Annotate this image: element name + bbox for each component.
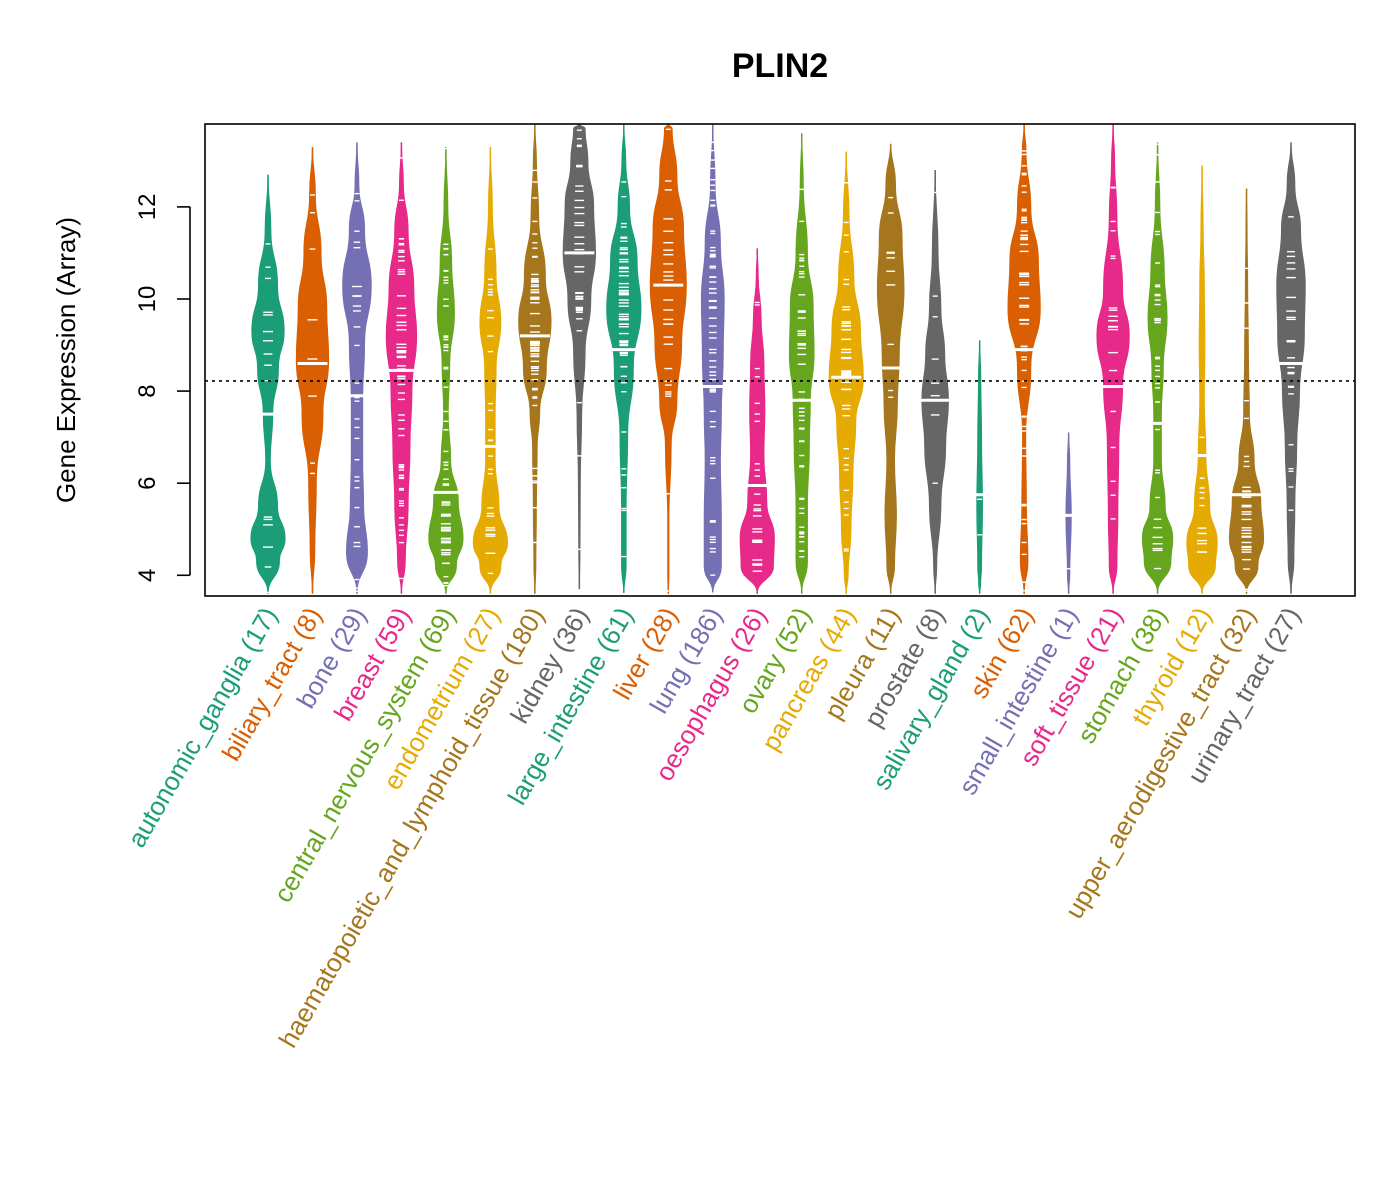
violin-central-nervous-system: [428, 147, 464, 594]
violin-haematopoietic-and-lymphoid-tissue: [518, 123, 552, 594]
violin-stomach: [1141, 142, 1174, 594]
violin-body: [606, 123, 642, 594]
violin-breast: [385, 142, 418, 594]
violin-pancreas: [828, 151, 864, 594]
violin-soft-tissue: [1096, 123, 1130, 594]
violin-urinary-tract: [1276, 142, 1306, 594]
violin-body: [295, 147, 330, 594]
violin-bone: [341, 142, 372, 594]
y-axis-label: Gene Expression (Array): [51, 217, 81, 503]
violin-body: [385, 142, 418, 594]
violin-body: [1141, 142, 1174, 594]
chart-title: PLIN2: [732, 47, 828, 85]
violin-autonomic-ganglia: [250, 174, 286, 594]
violin-body: [562, 123, 596, 590]
violin-upper-aerodigestive-tract: [1228, 188, 1265, 594]
violin-body: [250, 174, 286, 594]
violin-body: [1096, 123, 1130, 594]
plot-frame: [204, 123, 1356, 597]
violin-large-intestine: [606, 123, 642, 595]
y-tick-label: 12: [134, 194, 161, 221]
violin-body: [472, 147, 508, 594]
y-tick-label: 4: [134, 569, 161, 582]
violin-thyroid: [1186, 165, 1218, 594]
violin-small-intestine: [1053, 432, 1084, 594]
violin-body: [428, 147, 464, 594]
violin-biliary-tract: [295, 147, 330, 594]
violin-layer: [250, 123, 1306, 595]
violin-skin: [1007, 123, 1041, 594]
violin-salivary-gland: [964, 340, 995, 594]
violin-prostate: [920, 170, 951, 594]
y-tick-label: 6: [134, 477, 161, 490]
violin-body: [700, 123, 725, 594]
y-tick-label: 10: [134, 286, 161, 313]
violin-body: [921, 170, 949, 594]
violin-ovary: [786, 133, 817, 594]
violin-kidney: [562, 123, 596, 590]
violin-body: [518, 123, 552, 594]
violin-pleura: [875, 142, 906, 594]
y-tick-label: 8: [134, 384, 161, 397]
violin-lung: [697, 123, 728, 594]
violin-body: [1186, 165, 1218, 594]
violin-body: [976, 340, 984, 594]
violin-oesophagus: [739, 248, 775, 594]
violin-body: [788, 133, 815, 594]
violin-body: [649, 123, 687, 594]
x-axis-labels: autonomic_ganglia (17)biliary_tract (8)b…: [121, 602, 1306, 1053]
violin-endometrium: [472, 147, 508, 594]
violin-liver: [649, 123, 687, 594]
violin-body: [1065, 432, 1072, 594]
violin-body: [342, 142, 372, 594]
y-axis: 4 6 8 10 12: [134, 194, 191, 582]
